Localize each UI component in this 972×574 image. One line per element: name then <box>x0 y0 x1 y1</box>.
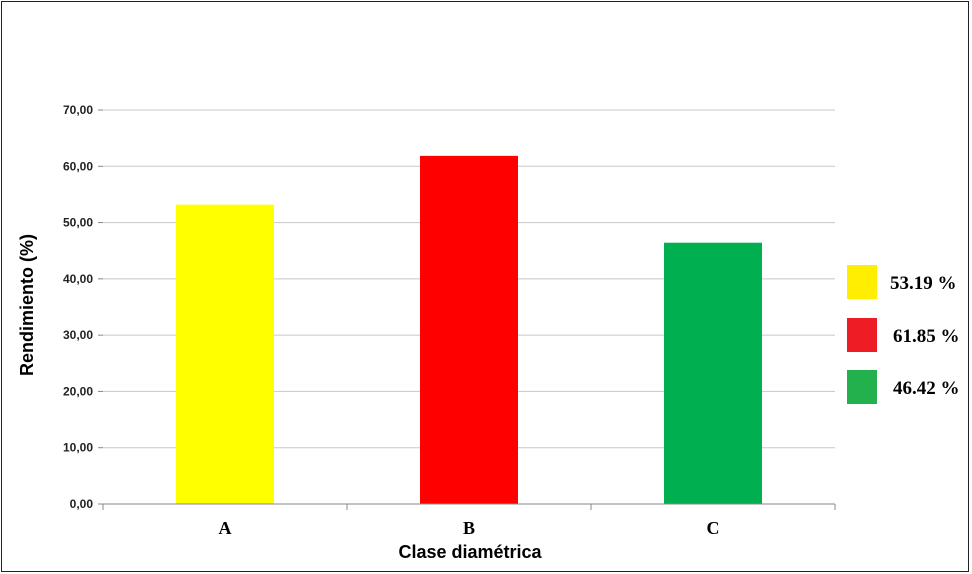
x-tick-label: B <box>463 518 475 538</box>
bars <box>176 155 762 505</box>
bar-B <box>420 155 518 504</box>
y-tick-label: 20,00 <box>63 384 93 398</box>
y-tick-label: 50,00 <box>63 216 93 230</box>
x-tick-labels: A B C <box>102 504 836 538</box>
legend-label: 46.42 % <box>893 378 960 399</box>
legend: 53.19 % 61.85 % 46.42 % <box>847 265 960 404</box>
bar-C <box>664 242 762 504</box>
y-tick-label: 0,00 <box>70 497 94 511</box>
x-axis-title: Clase diamétrica <box>398 542 542 562</box>
y-axis-title: Rendimiento (%) <box>17 234 37 376</box>
y-tick-labels: 0,00 10,00 20,00 30,00 40,00 50,00 60,00 70,00 <box>63 103 103 511</box>
y-tick-label: 70,00 <box>63 103 93 117</box>
y-tick-label: 30,00 <box>63 328 93 342</box>
bar-A <box>176 204 274 505</box>
y-tick-label: 60,00 <box>63 159 93 173</box>
legend-label: 61.85 % <box>893 326 960 347</box>
x-tick-label: A <box>219 518 232 538</box>
legend-swatch <box>847 370 877 404</box>
legend-swatch <box>847 318 877 352</box>
y-tick-label: 40,00 <box>63 272 93 286</box>
x-tick-label: C <box>707 518 720 538</box>
y-tick-label: 10,00 <box>63 441 93 455</box>
legend-label: 53.19 % <box>890 273 957 294</box>
legend-swatch <box>847 265 877 299</box>
